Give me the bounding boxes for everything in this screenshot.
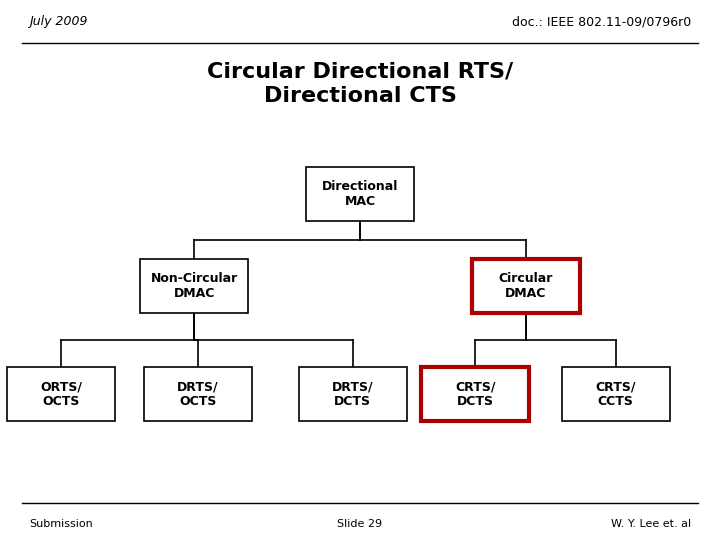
FancyBboxPatch shape xyxy=(140,259,248,313)
FancyBboxPatch shape xyxy=(472,259,580,313)
Text: Directional
MAC: Directional MAC xyxy=(322,180,398,208)
Text: Submission: Submission xyxy=(29,519,93,529)
FancyBboxPatch shape xyxy=(299,367,407,421)
FancyBboxPatch shape xyxy=(421,367,529,421)
Text: doc.: IEEE 802.11-09/0796r0: doc.: IEEE 802.11-09/0796r0 xyxy=(512,15,691,28)
FancyBboxPatch shape xyxy=(562,367,670,421)
Text: DRTS/
DCTS: DRTS/ DCTS xyxy=(332,380,374,408)
Text: ORTS/
OCTS: ORTS/ OCTS xyxy=(40,380,82,408)
FancyBboxPatch shape xyxy=(144,367,252,421)
Text: Circular
DMAC: Circular DMAC xyxy=(498,272,553,300)
FancyBboxPatch shape xyxy=(306,167,414,221)
FancyBboxPatch shape xyxy=(7,367,115,421)
Text: CRTS/
CCTS: CRTS/ CCTS xyxy=(595,380,636,408)
Text: Non-Circular
DMAC: Non-Circular DMAC xyxy=(150,272,238,300)
Text: July 2009: July 2009 xyxy=(29,15,87,28)
Text: Slide 29: Slide 29 xyxy=(338,519,382,529)
Text: DRTS/
OCTS: DRTS/ OCTS xyxy=(177,380,219,408)
Text: W. Y. Lee et. al: W. Y. Lee et. al xyxy=(611,519,691,529)
Text: CRTS/
DCTS: CRTS/ DCTS xyxy=(455,380,495,408)
Text: Circular Directional RTS/
Directional CTS: Circular Directional RTS/ Directional CT… xyxy=(207,62,513,106)
